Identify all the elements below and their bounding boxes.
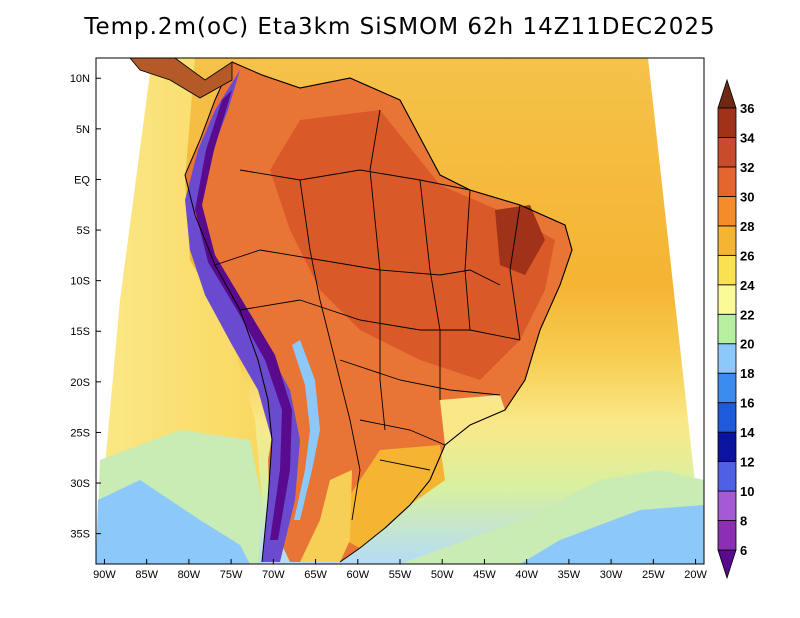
atlantic-south-cold (520, 505, 704, 564)
andes-core (195, 90, 292, 540)
chart-title: Temp.2m(oC) Eta3km SiSMOM 62h 14Z11DEC20… (84, 14, 716, 40)
longitude-axis: 90W 85W 80W 75W 70W 65W 60W 55W 50W 45W 40W 35W 30W 2… (93, 559, 707, 581)
lon-tick-label: 50W (431, 569, 454, 581)
lon-tick-label: 80W (178, 569, 201, 581)
colorbar-level-label: 28 (740, 219, 754, 234)
colorbar-swatch (717, 372, 737, 404)
lat-tick-label: 5S (77, 225, 90, 237)
lat-tick-label: 30S (70, 478, 90, 490)
colorbar-swatch (717, 461, 737, 492)
colorbar-swatch (717, 107, 737, 138)
southern-land-cooler (345, 445, 445, 548)
colorbar-min-arrow (717, 549, 737, 580)
colorbar-swatch (717, 490, 737, 521)
colorbar-level-label: 22 (740, 307, 754, 322)
colorbar: 6 8 10 12 14 16 18 20 22 24 26 28 30 32 34 36 (717, 78, 755, 580)
southeast-coast-cool (440, 395, 505, 445)
lon-tick-label: 20W (684, 569, 707, 581)
lat-tick-label: 15S (70, 326, 90, 338)
lon-tick-label: 55W (389, 569, 412, 581)
colorbar-level-label: 14 (740, 425, 755, 440)
lon-tick-label: 45W (473, 569, 496, 581)
lat-tick-label: 10S (70, 276, 90, 288)
lat-tick-label: 5N (76, 124, 90, 136)
colorbar-swatch (717, 520, 737, 551)
colorbar-swatch (717, 166, 737, 197)
warm-interior (270, 110, 555, 380)
colorbar-level-label: 12 (740, 455, 754, 470)
colorbar-swatch (717, 343, 737, 374)
andes-edge-blue (292, 340, 320, 520)
map-field (96, 58, 704, 564)
central-america (129, 58, 233, 99)
colorbar-level-label: 26 (740, 248, 754, 263)
lat-tick-label: 35S (70, 529, 90, 541)
colorbar-level-label: 6 (740, 543, 747, 558)
lon-tick-label: 65W (304, 569, 327, 581)
colorbar-swatch (717, 137, 737, 168)
lat-tick-label: 25S (70, 427, 90, 439)
colorbar-swatch (717, 313, 737, 345)
lon-tick-label: 25W (642, 569, 665, 581)
colorbar-level-label: 16 (740, 396, 754, 411)
pacific-south-cold (96, 480, 250, 564)
colorbar-level-label: 36 (740, 101, 754, 116)
colorbar-swatch (717, 195, 737, 227)
colorbar-level-label: 32 (740, 160, 754, 175)
lon-tick-label: 60W (346, 569, 369, 581)
lon-tick-label: 40W (515, 569, 538, 581)
lon-tick-label: 35W (558, 569, 581, 581)
lon-tick-label: 85W (135, 569, 158, 581)
colorbar-level-label: 8 (740, 514, 747, 529)
lon-tick-label: 70W (262, 569, 285, 581)
lon-tick-label: 75W (220, 569, 243, 581)
colorbar-swatch (717, 284, 737, 315)
patagonia-cool (300, 470, 352, 562)
colorbar-level-label: 20 (740, 337, 754, 352)
colorbar-swatch (717, 225, 737, 256)
lat-tick-label: 10N (70, 73, 90, 85)
colorbar-swatch (717, 402, 737, 433)
northeast-hot-spot (495, 205, 545, 275)
lon-tick-label: 90W (93, 569, 116, 581)
lat-tick-label: EQ (74, 174, 90, 186)
colorbar-level-label: 18 (740, 366, 754, 381)
lat-tick-label: 20S (70, 377, 90, 389)
colorbar-swatch (717, 431, 737, 462)
colorbar-level-label: 30 (740, 189, 754, 204)
colorbar-level-label: 10 (740, 484, 754, 499)
coastline (184, 61, 573, 563)
colorbar-level-label: 24 (740, 278, 755, 293)
lon-tick-label: 30W (600, 569, 623, 581)
colorbar-swatch (717, 254, 737, 286)
colorbar-level-label: 34 (740, 130, 755, 145)
latitude-axis: 10N 5N EQ 5S 10S 15S 20S 25S 30S 35S (70, 73, 101, 541)
colorbar-max-arrow (717, 78, 737, 109)
